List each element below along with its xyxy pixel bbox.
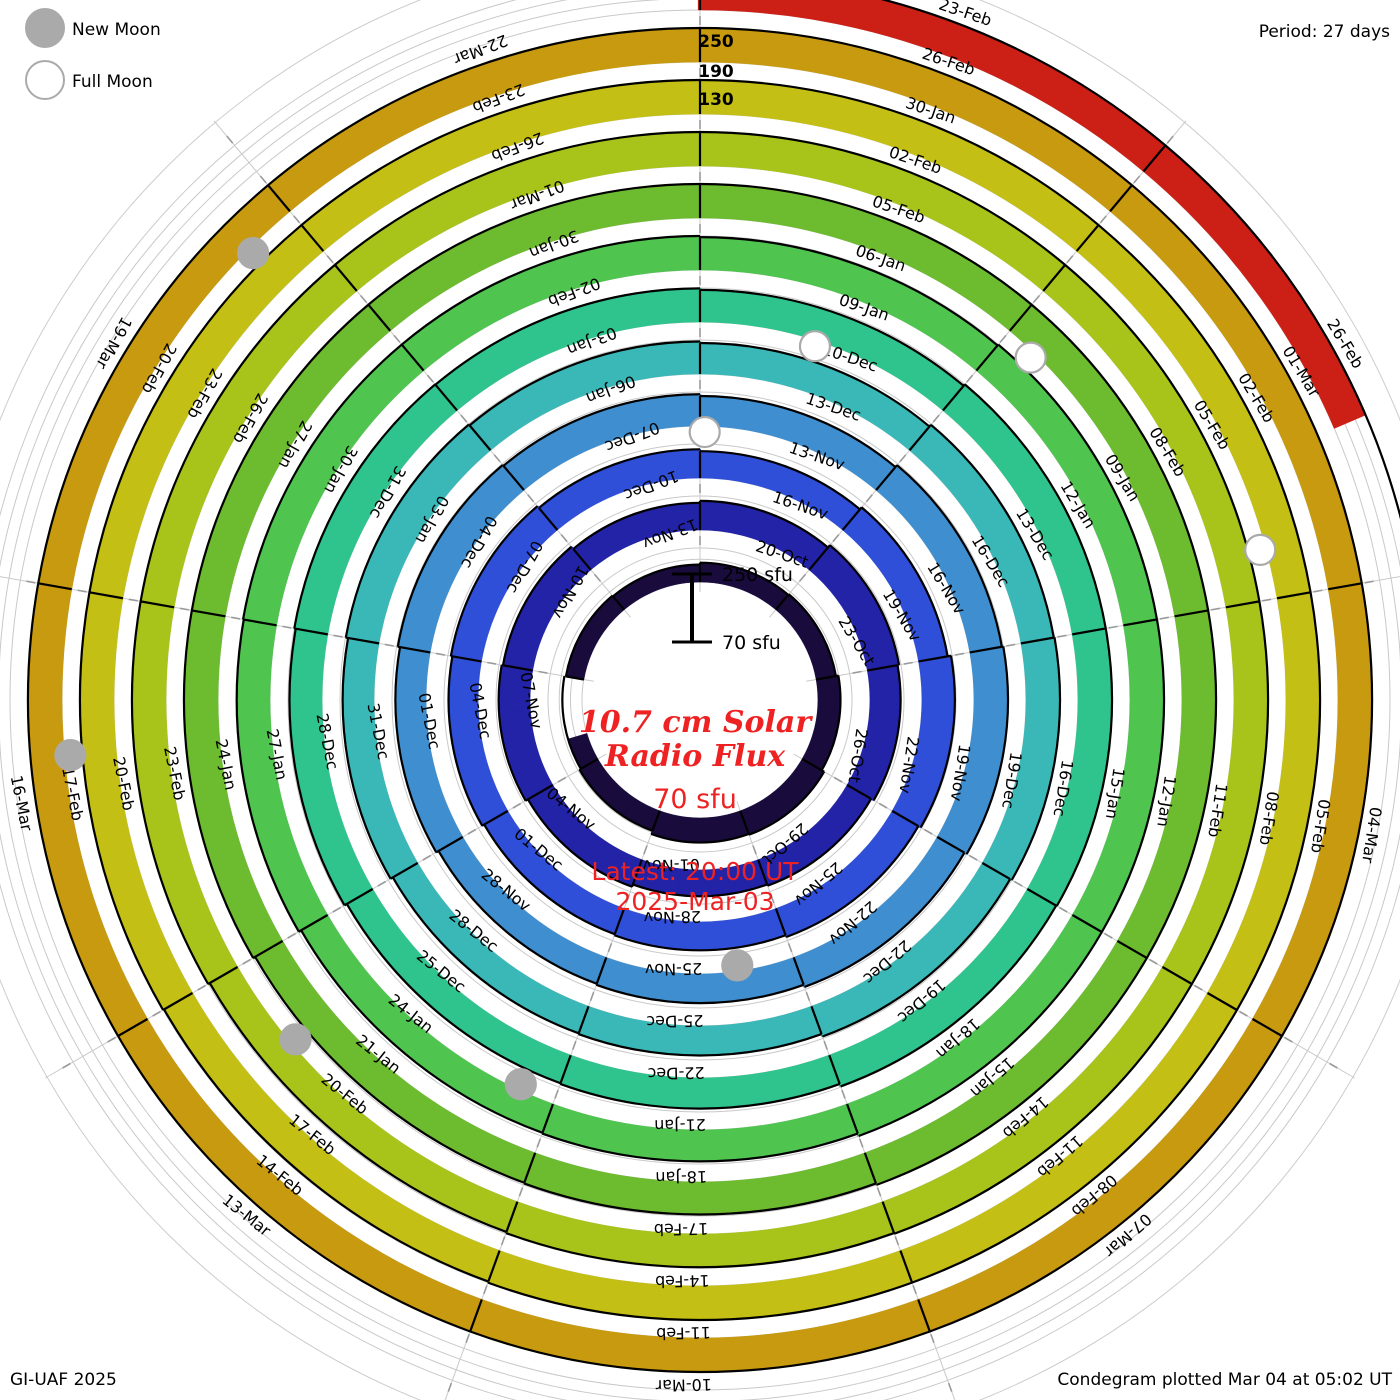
moon-phase-legend: New Moon Full Moon bbox=[25, 8, 161, 100]
credit-label: GI-UAF 2025 bbox=[10, 1370, 117, 1390]
period-label: Period: 27 days bbox=[1258, 22, 1390, 42]
ring-date-label: 25-Dec bbox=[646, 1011, 704, 1031]
flux-ring bbox=[27, 27, 1373, 1373]
full-moon-label: Full Moon bbox=[72, 72, 153, 92]
ring-date-label: 11-Feb bbox=[656, 1323, 711, 1343]
ring-date-label: 17-Feb bbox=[654, 1219, 709, 1239]
new-moon-marker-icon bbox=[279, 1023, 312, 1056]
flux-ring bbox=[79, 79, 1321, 1321]
center-annotation-block: 250 sfu 70 sfu 10.7 cm Solar Radio Flux … bbox=[579, 564, 813, 916]
ring-date-label: 14-Feb bbox=[655, 1271, 710, 1291]
flux-ring bbox=[448, 448, 956, 951]
radial-scale-ticks: 250 190 130 bbox=[698, 32, 734, 110]
plotted-timestamp: Condegram plotted Mar 04 at 05:02 UT bbox=[1057, 1370, 1392, 1390]
scale-bar-bottom-label: 70 sfu bbox=[722, 632, 781, 654]
ring-date-label: 01-Nov bbox=[642, 855, 700, 875]
ring-date-label: 10-Mar bbox=[655, 1375, 712, 1395]
flux-ring bbox=[395, 393, 1009, 1004]
new-moon-label: New Moon bbox=[72, 20, 161, 40]
center-current-value: 70 sfu bbox=[653, 784, 737, 815]
full-moon-icon bbox=[25, 60, 65, 100]
ring-date-label: 28-Nov bbox=[643, 907, 701, 927]
latest-date-label: 2025-Mar-03 bbox=[615, 887, 774, 916]
center-title-line2: Radio Flux bbox=[604, 739, 786, 774]
new-moon-icon bbox=[25, 8, 65, 48]
new-moon-marker-icon bbox=[504, 1068, 537, 1101]
new-moon-marker-icon bbox=[721, 949, 754, 982]
scale-tick-190: 190 bbox=[698, 62, 734, 82]
scale-tick-250: 250 bbox=[698, 32, 734, 52]
new-moon-marker-icon bbox=[237, 237, 270, 270]
full-moon-marker-icon bbox=[1014, 341, 1047, 374]
latest-time-label: Latest: 20:00 UT bbox=[591, 857, 799, 886]
scale-bar-top-label: 250 sfu bbox=[722, 564, 793, 586]
flux-ring bbox=[131, 131, 1269, 1268]
full-moon-marker-icon bbox=[798, 330, 832, 363]
ring-date-label: 25-Nov bbox=[645, 959, 703, 979]
flux-rings bbox=[27, 0, 1373, 1373]
new-moon-marker-icon bbox=[54, 738, 87, 772]
full-moon-marker-icon bbox=[1244, 533, 1277, 566]
moon-phase-markers bbox=[54, 237, 1277, 1101]
center-title-line1: 10.7 cm Solar bbox=[579, 705, 813, 740]
full-moon-marker-icon bbox=[688, 415, 721, 449]
ring-date-label: 18-Jan bbox=[655, 1167, 707, 1187]
scale-tick-130: 130 bbox=[698, 90, 734, 110]
flux-ring bbox=[697, 0, 1366, 429]
flux-ring bbox=[183, 183, 1217, 1215]
scale-bar-icon bbox=[672, 572, 712, 644]
ring-date-label: 21-Jan bbox=[654, 1115, 706, 1135]
ring-date-label: 22-Dec bbox=[647, 1063, 705, 1083]
flux-ring bbox=[342, 341, 1061, 1056]
flux-ring bbox=[289, 288, 1113, 1109]
